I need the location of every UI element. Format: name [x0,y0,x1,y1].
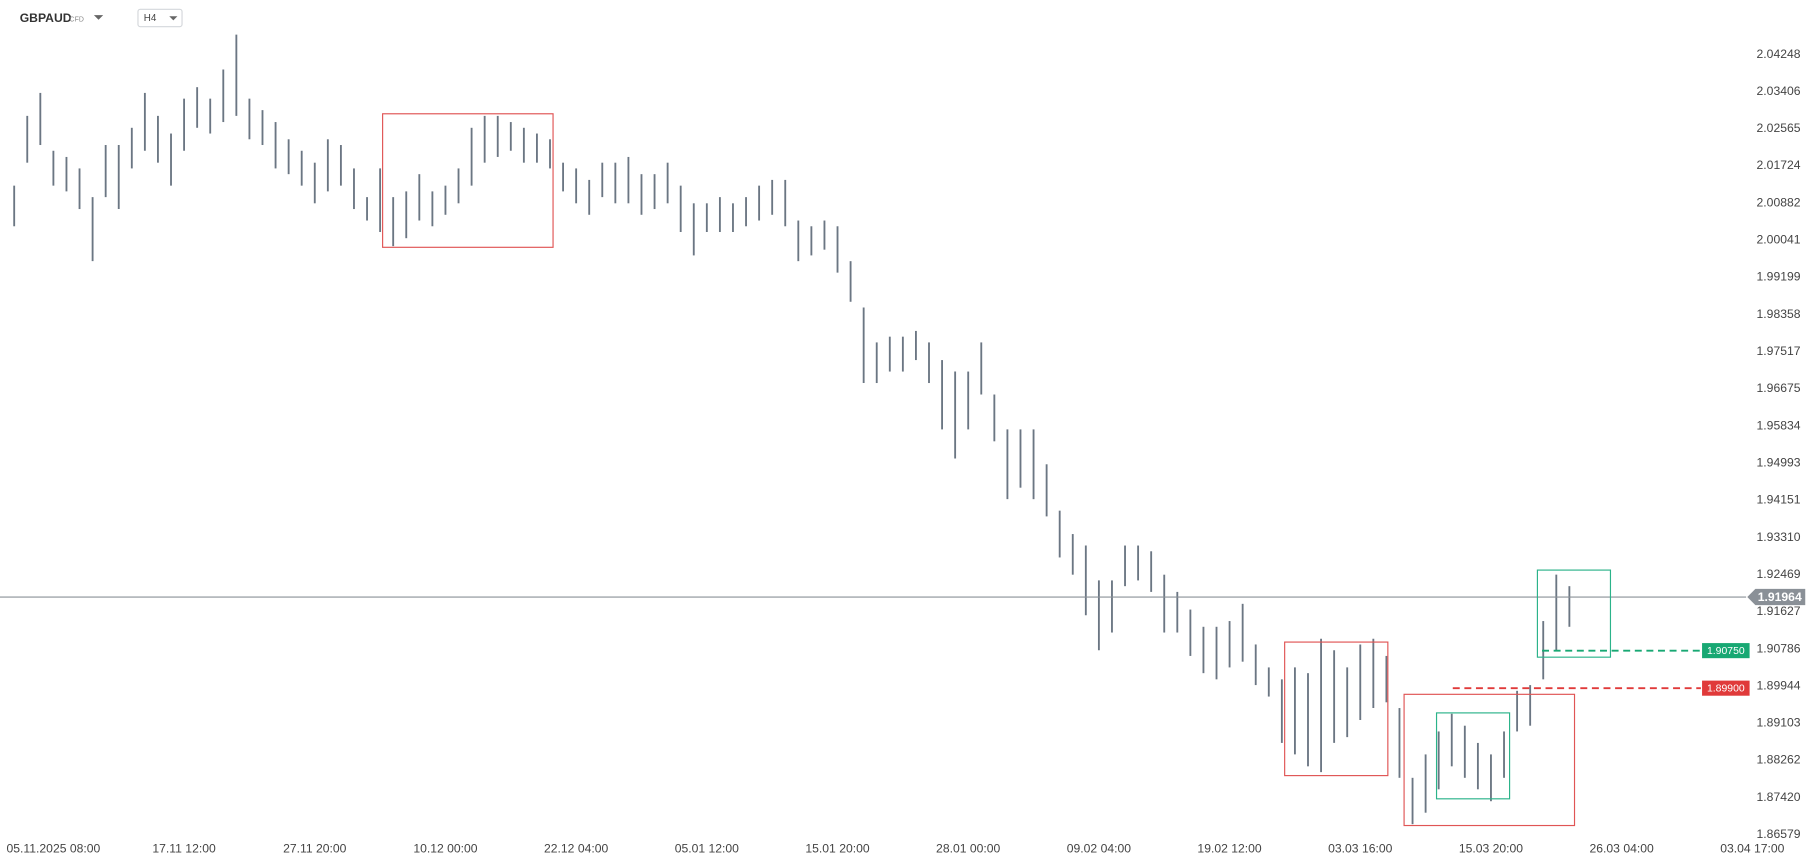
x-tick-label: 28.01 00:00 [936,842,1000,856]
annotation-boxes [382,113,1612,827]
level-label: 1.89900 [1707,684,1745,695]
y-tick-label: 1.90786 [1757,641,1801,655]
red-zone [1403,693,1576,827]
timeframe-button[interactable] [137,8,183,28]
green-zone [1536,569,1612,658]
y-tick-label: 1.96675 [1757,381,1801,395]
x-tick-label: 19.02 12:00 [1197,842,1261,856]
x-tick-label: 10.12 00:00 [413,842,477,856]
level-badge [1702,643,1750,659]
level-badge [1702,680,1750,696]
plot: 2.04248 2.03406 2.02565 2.01724 2.00882 2.000… [0,34,1806,856]
y-tick-label: 2.00882 [1757,195,1801,209]
y-tick-label: 2.04248 [1757,47,1801,61]
header: GBPAUD CFD H4 [20,8,183,28]
red-zone [1284,641,1389,777]
y-tick-label: 1.94993 [1757,455,1801,469]
x-tick-label: 05.11.2025 08:00 [6,842,100,856]
x-tick-label: 17.11 12:00 [152,842,216,856]
x-tick-label: 22.12 04:00 [544,842,608,856]
y-tick-label: 1.92469 [1757,567,1801,581]
current-price-badge [1747,588,1806,606]
x-tick-label: 09.02 04:00 [1067,842,1131,856]
x-tick-label: 03.04 17:00 [1720,842,1784,856]
y-tick-label: 1.95834 [1757,418,1801,432]
y-tick-label: 2.01724 [1757,158,1801,172]
y-tick-label: 1.89103 [1757,716,1801,730]
symbol-dropdown[interactable] [93,15,104,20]
x-tick-label: 15.01 20:00 [805,842,869,856]
y-tick-label: 1.99199 [1757,270,1801,284]
y-tick-label: 2.00041 [1757,233,1801,247]
y-tick-label: 1.93310 [1757,530,1801,544]
green-zone [1435,712,1511,800]
y-tick-label: 2.02565 [1757,121,1801,135]
y-tick-label: 1.98358 [1757,307,1801,321]
symbol[interactable]: GBPAUD [20,11,72,25]
y-tick-label: 1.86579 [1757,827,1801,841]
level-label: 1.90750 [1707,646,1745,657]
y-tick-label: 1.89944 [1757,678,1801,692]
x-tick-label: 03.03 16:00 [1328,842,1392,856]
x-tick-label: 15.03 20:00 [1459,842,1523,856]
x-tick-label: 27.11 20:00 [283,842,347,856]
x-tick-label: 26.03 04:00 [1590,842,1654,856]
y-tick-label: 1.87420 [1757,790,1801,804]
current-price-label: 1.91964 [1758,590,1802,604]
y-tick-label: 1.94151 [1757,493,1801,507]
y-tick-label: 1.91627 [1757,604,1801,618]
timeframe: H4 [144,13,157,24]
red-zone [382,113,554,248]
y-tick-label: 2.03406 [1757,84,1801,98]
x-tick-label: 05.01 12:00 [675,842,739,856]
y-tick-label: 1.88262 [1757,753,1801,767]
timeframe-dropdown[interactable] [169,16,178,21]
y-tick-label: 1.97517 [1757,344,1801,358]
instrument-badge: CFD [70,17,84,24]
